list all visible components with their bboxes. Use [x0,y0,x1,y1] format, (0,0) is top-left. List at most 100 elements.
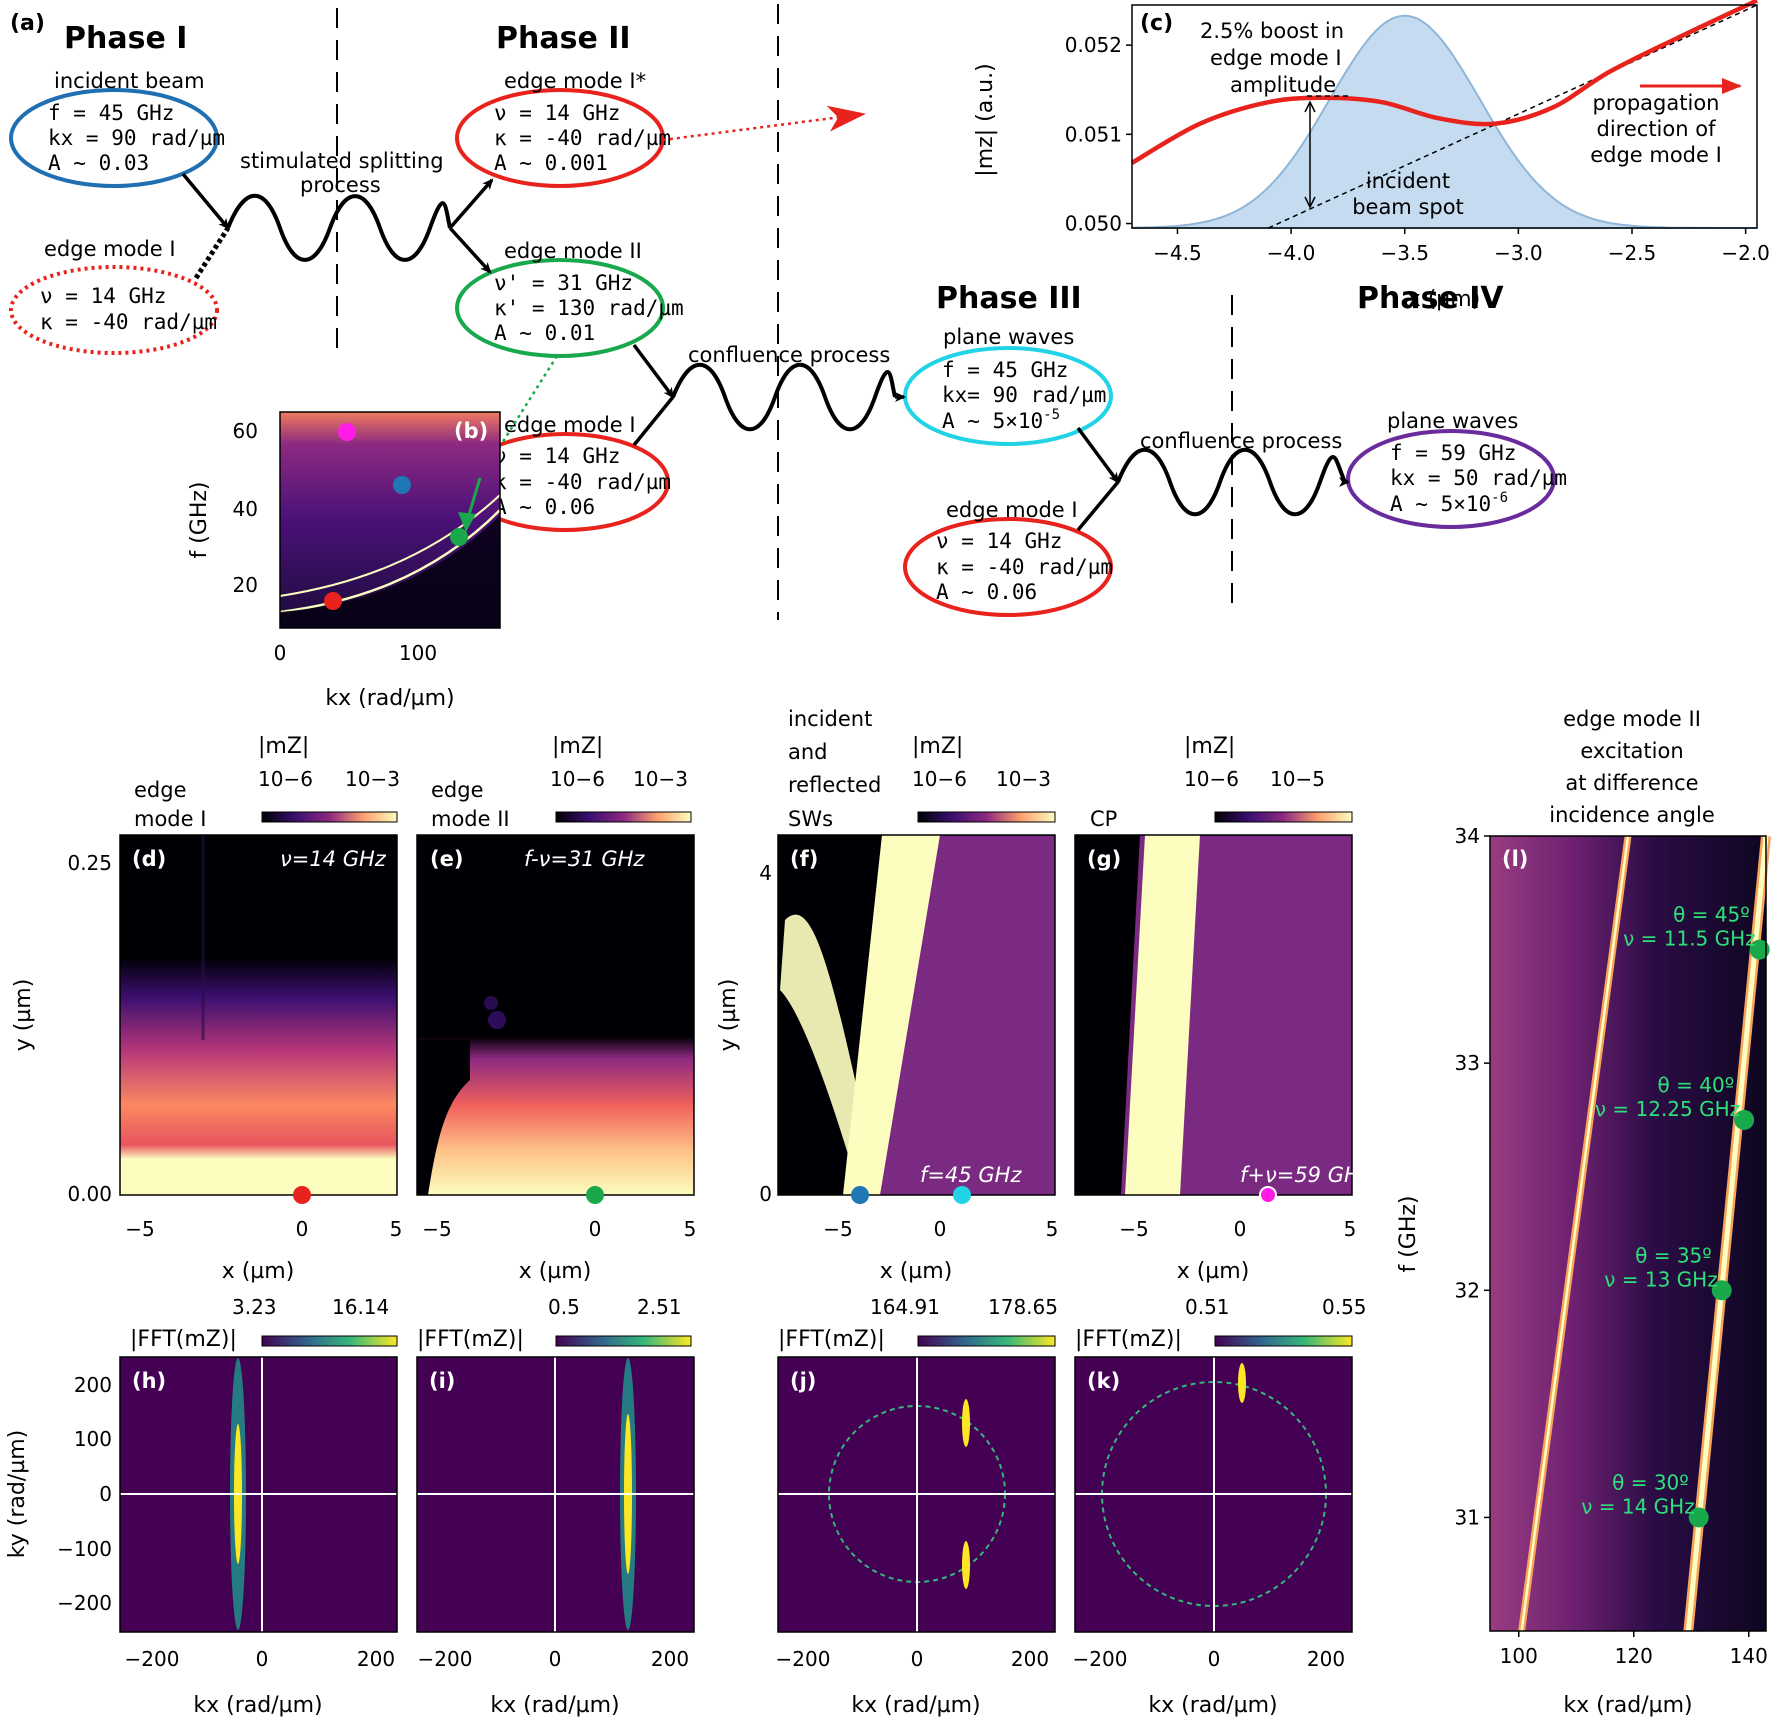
stimulated-splitting-label: stimulated splitting [240,149,444,173]
svg-text:ν' = 31 GHz: ν' = 31 GHz [494,271,633,295]
dispersion-branch-2 [279,509,501,614]
j-peak-bottom [962,1541,970,1589]
l-title-4: incidence angle [1549,803,1715,827]
dot-blue [393,476,411,494]
panel-label-f: (f) [790,847,818,871]
f-cbar-max: 10−3 [996,767,1051,791]
e-heatmap [417,835,694,1195]
arrow-incident [181,172,230,230]
f-xtick-0: 0 [934,1217,947,1241]
b-ytick-60: 60 [233,419,258,443]
h-cbar-max: 16.14 [332,1295,389,1319]
e-cbar-title: |mZ| [552,734,603,759]
panel-label-g: (g) [1087,847,1121,871]
e-xtick-m5: −5 [422,1217,451,1241]
process-label: process [300,173,381,197]
edge-mode-I-label-b: edge mode I ν = 14 GHz κ = -40 rad/µm A … [494,413,671,519]
e-marker [586,1186,604,1204]
svg-text:ν = 14 GHz: ν = 14 GHz [936,529,1062,553]
panel-label-e: (e) [430,847,463,871]
plane-waves-label-2: plane waves f = 59 GHz kx = 50 rad/µm A … [1387,409,1567,516]
l-point-theta: θ = 30º [1612,1470,1689,1494]
edge-mode-Istar-ellipse [455,88,665,188]
j-xtick-m200: −200 [776,1647,831,1671]
b-ytick-40: 40 [233,497,258,521]
l-ytick-label: 33 [1455,1051,1480,1075]
edge-mode-II-ellipse [455,258,665,358]
h-cbar-title: |FFT(mZ)| [130,1327,237,1352]
e-xlabel: x (µm) [519,1259,592,1284]
panel-k: (k) |FFT(mZ)| 0.51 0.55 [1074,1295,1367,1633]
j-cbar-max: 178.65 [988,1295,1058,1319]
g-xtick-m5: −5 [1119,1217,1148,1241]
svg-text:A ~ 0.03: A ~ 0.03 [48,151,149,175]
e-dark-edge [417,1040,470,1195]
svg-text:kx = 50 rad/µm: kx = 50 rad/µm [1390,466,1567,490]
c-xtick-label: −2.5 [1608,241,1657,265]
edge-mode-I-label-a: edge mode I ν = 14 GHz κ = -40 rad/µm [40,237,217,334]
arrow-edge-seed [193,226,231,280]
h-cbar-min: 3.23 [232,1295,277,1319]
k-cbar-title: |FFT(mZ)| [1075,1327,1182,1352]
plane-waves-label-1: plane waves f = 45 GHz kx= 90 rad/µm A ~… [942,325,1106,433]
c-xtick-label: −2.0 [1721,241,1770,265]
l-point-theta: θ = 45º [1673,903,1750,927]
edge-mode-I-ellipse-dotted [9,265,219,355]
c-ylabel: |mz| (a.u.) [973,63,998,176]
d-colorbar [261,811,398,823]
edge-mode-Istar-label: edge mode I* ν = 14 GHz κ = -40 rad/µm A… [494,69,671,175]
phase-2-title: Phase II [496,21,631,56]
panel-label-h: (h) [132,1369,166,1393]
g-xtick-5: 5 [1344,1217,1357,1241]
h-ytick-0: 0 [99,1482,112,1506]
f-side-1: incident [788,707,872,731]
svg-text:A ~ 5×10-6: A ~ 5×10-6 [1390,490,1508,516]
svg-text:κ = -40 rad/µm: κ = -40 rad/µm [494,126,671,150]
edgeIstar-to-panel-c-arrow [662,105,866,142]
l-point-theta: θ = 40º [1658,1073,1735,1097]
f-ylabel: y (µm) [716,979,741,1052]
l-ylabel: f (GHz) [1396,1195,1421,1272]
l-point-nu: ν = 13 GHz [1604,1267,1718,1291]
h-ylabel: ky (rad/µm) [5,1430,30,1558]
k-cbar-max: 0.55 [1322,1295,1367,1319]
g-side: CP [1090,807,1117,831]
h-ytick-100: 100 [74,1427,112,1451]
svg-text:edge mode I: edge mode I [44,237,176,261]
f-side-3: reflected [788,773,881,797]
h-ytick-m200: −200 [57,1591,112,1615]
i-cbar-title: |FFT(mZ)| [417,1327,524,1352]
edge-mode-I-ellipse-c [903,517,1113,617]
k-colorbar [1214,1335,1353,1347]
e-inset: f-ν=31 GHz [524,847,645,871]
d-cbar-title: |mZ| [258,734,309,759]
beam-spot-text-2: beam spot [1352,195,1464,219]
b-xtick-100: 100 [399,641,437,665]
beam-spot-text-1: incident [1366,169,1450,193]
l-point-nu: ν = 12.25 GHz [1595,1097,1740,1121]
c-xlabel: x (µm) [1408,287,1481,312]
c-xtick-label: −3.0 [1494,241,1543,265]
d-ytick-0: 0.00 [67,1182,112,1206]
c-xtick-label: −3.5 [1380,241,1429,265]
l-title-1: edge mode II [1563,707,1701,731]
feynman-diagram-lines [226,194,1347,516]
h-xtick-200: 200 [357,1647,395,1671]
k-xtick-200: 200 [1307,1647,1345,1671]
f-xtick-m5: −5 [823,1217,852,1241]
f-cbar-title: |mZ| [912,734,963,759]
green-arrow-head [458,512,476,532]
incident-beam-label: incident beam f = 45 GHz kx = 90 rad/µm … [48,69,225,175]
svg-text:A ~ 0.06: A ~ 0.06 [936,580,1037,604]
fft-axes: 200 100 0 −100 −200 ky (rad/µm) −200 0 2… [5,1373,1345,1718]
e-side-2: mode II [431,807,510,831]
l-point [1749,939,1770,960]
svg-text:f = 45 GHz: f = 45 GHz [48,101,174,125]
d-xtick-m5: −5 [125,1217,154,1241]
panel-e: (e) f-ν=31 GHz edge mode II |mZ| 10−6 10… [416,734,695,1204]
g-cbar-max: 10−5 [1270,767,1325,791]
f-incident-beam [843,835,940,1195]
dot-green [450,528,468,546]
